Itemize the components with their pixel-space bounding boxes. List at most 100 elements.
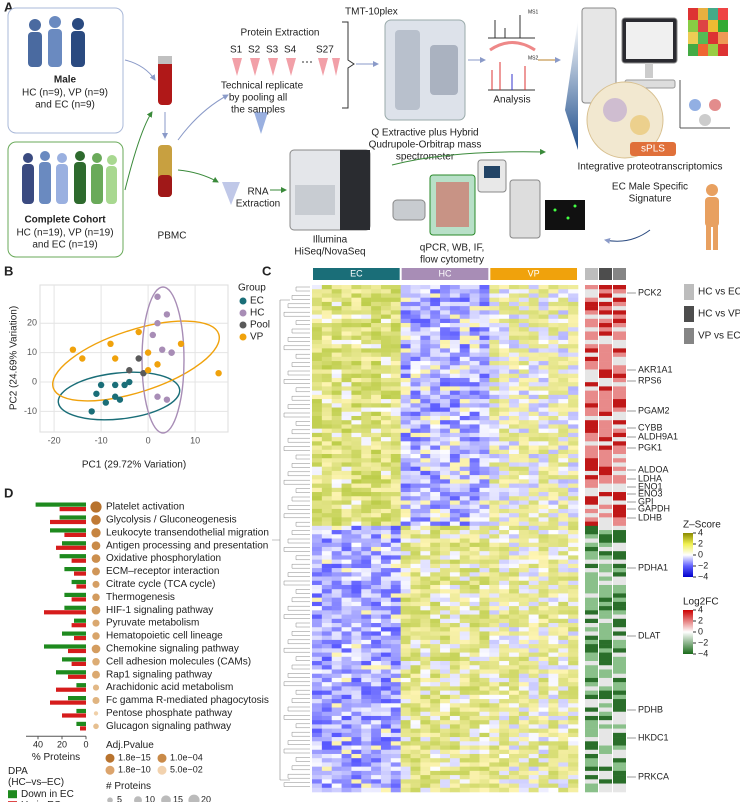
panel-a: Male HC (n=9), VP (n=9) and EC (n=9) Com…: [7, 7, 730, 266]
heatmap-cell: [459, 432, 470, 438]
annotation-cell: [585, 665, 598, 670]
heatmap-cell: [568, 720, 579, 725]
heatmap-cell: [548, 500, 559, 505]
heatmap-cell: [538, 470, 549, 476]
annotation-header: [585, 268, 598, 280]
heatmap-cell: [459, 437, 470, 442]
heatmap-cell: [518, 394, 530, 400]
heatmap-cell: [489, 399, 500, 404]
heatmap-cell: [440, 407, 451, 413]
heatmap-cell: [341, 724, 352, 729]
heatmap-cell: [371, 437, 382, 442]
heatmap-cell: [558, 454, 569, 459]
heatmap-cell: [400, 775, 411, 780]
heatmap-cell: [331, 420, 342, 425]
heatmap-cell: [312, 724, 323, 729]
heatmap-cell: [469, 707, 480, 713]
heatmap-cell: [371, 770, 382, 776]
heatmap-cell: [548, 382, 559, 387]
size-label: 15: [173, 795, 183, 802]
annotation-cell: [599, 711, 612, 717]
heatmap-cell: [400, 530, 411, 535]
heatmap-cell: [361, 720, 372, 725]
annotation-cell: [585, 508, 598, 514]
heatmap-cell: [528, 568, 539, 573]
heatmap-cell: [528, 500, 539, 505]
heatmap-cell: [568, 458, 579, 463]
heatmap-cell: [479, 437, 490, 442]
heatmap-cell: [400, 437, 411, 442]
bar: [64, 605, 86, 610]
heatmap-cell: [489, 614, 500, 620]
heatmap-cell: [410, 369, 421, 375]
heatmap-cell: [548, 479, 559, 484]
heatmap-cell: [420, 314, 431, 320]
heatmap-cell: [469, 377, 480, 383]
heatmap-cell: [499, 715, 510, 721]
heatmap-cell: [380, 382, 392, 387]
heatmap-cell: [321, 293, 333, 298]
heatmap-cell: [538, 534, 549, 539]
heatmap-cell: [499, 686, 510, 691]
heatmap-cell: [341, 525, 352, 531]
heatmap-cell: [361, 508, 372, 514]
heatmap-cell: [410, 639, 421, 645]
heatmap-cell: [499, 365, 510, 370]
heatmap-cell: [430, 542, 441, 548]
heatmap-cell: [518, 656, 530, 662]
heatmap-cell: [518, 584, 530, 590]
heatmap-cell: [459, 492, 470, 497]
heatmap-cell: [440, 627, 451, 632]
heatmap-cell: [568, 707, 579, 713]
heatmap-cell: [430, 707, 441, 713]
heatmap-cell: [440, 758, 451, 763]
heatmap-cell: [331, 682, 342, 687]
heatmap-cell: [558, 673, 569, 679]
heatmap-cell: [538, 715, 549, 721]
heatmap-cell: [361, 787, 372, 793]
heatmap-cell: [321, 445, 333, 451]
heatmap-cell: [361, 314, 372, 320]
heatmap-cell: [400, 534, 411, 539]
heatmap-cell: [548, 572, 559, 577]
heatmap-cell: [499, 749, 510, 755]
heatmap-cell: [351, 394, 362, 400]
heatmap-cell: [380, 310, 392, 315]
heatmap-cell: [351, 525, 362, 531]
heatmap-cell: [558, 623, 569, 628]
heatmap-cell: [499, 428, 510, 434]
heatmap-cell: [528, 762, 539, 767]
annotation-cell: [613, 517, 626, 522]
heatmap-cell: [331, 677, 342, 683]
heatmap-cell: [440, 441, 451, 446]
heatmap-cell: [509, 720, 520, 725]
heatmap-cell: [489, 500, 500, 505]
heatmap-cell: [499, 568, 510, 573]
heatmap-cell: [509, 432, 520, 438]
heatmap-cell: [469, 297, 480, 303]
heatmap-cell: [380, 369, 392, 375]
heatmap-cell: [331, 390, 342, 396]
annotation-cell: [599, 720, 612, 725]
heatmap-cell: [548, 517, 559, 522]
heatmap-cell: [430, 301, 441, 307]
annotation-cell: [585, 310, 598, 315]
heatmap-cell: [380, 407, 392, 413]
annotation-cell: [613, 661, 626, 666]
heatmap-cell: [499, 699, 510, 704]
heatmap-cell: [499, 301, 510, 307]
heatmap-cell: [351, 783, 362, 789]
heatmap-cell: [390, 454, 401, 459]
point: [163, 396, 171, 403]
heatmap-cell: [371, 390, 382, 396]
heatmap-cell: [449, 762, 461, 767]
heatmap-cell: [499, 783, 510, 789]
heatmap-cell: [489, 673, 500, 679]
heatmap-cell: [459, 441, 470, 446]
heatmap-cell: [380, 775, 392, 780]
annotation-cell: [585, 677, 598, 683]
heatmap-cell: [312, 775, 323, 780]
heatmap-cell: [548, 424, 559, 429]
heatmap-cell: [321, 601, 333, 607]
heatmap-cell: [469, 563, 480, 569]
